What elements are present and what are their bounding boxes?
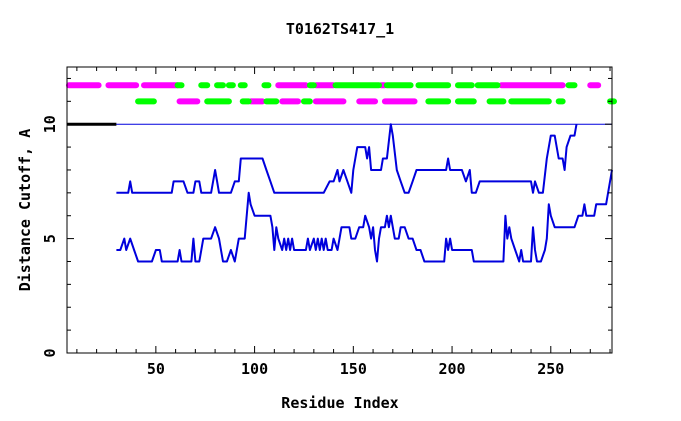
y-tick-label: 0	[41, 348, 59, 357]
x-tick-label: 250	[537, 360, 564, 378]
plot-area	[65, 82, 617, 263]
series-line-2	[116, 169, 613, 263]
chart-title: T0162TS417_1	[286, 20, 394, 38]
plot-frame	[66, 66, 613, 354]
x-tick-label: 200	[439, 360, 466, 378]
series-line-1	[116, 123, 578, 194]
x-tick-label: 150	[340, 360, 367, 378]
y-tick-label: 5	[41, 234, 59, 243]
x-axis-label: Residue Index	[281, 394, 398, 412]
x-tick-label: 50	[147, 360, 165, 378]
axes: 50 100 150 200 250 0 5 10	[41, 67, 612, 378]
y-axis-label: Distance Cutoff, A	[16, 129, 34, 292]
x-tick-label: 100	[241, 360, 268, 378]
y-tick-label: 10	[41, 115, 59, 133]
